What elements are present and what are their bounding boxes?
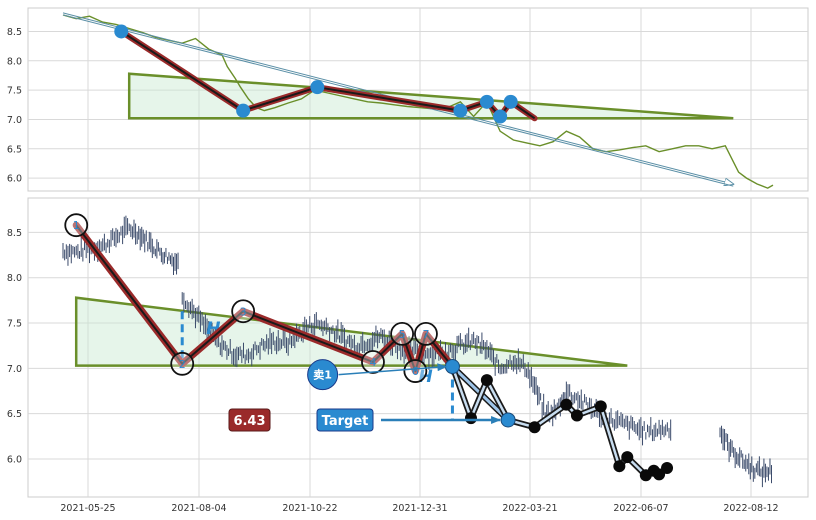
pivot-label-7: 7 bbox=[422, 328, 429, 341]
post-breakout-point bbox=[560, 398, 573, 411]
target-label: Target bbox=[322, 414, 369, 429]
post-breakout-point bbox=[480, 374, 493, 387]
post-breakout-point bbox=[464, 412, 477, 425]
signal-badge bbox=[307, 359, 339, 391]
y-tick-label: 7.0 bbox=[7, 115, 22, 126]
target-price-badge bbox=[228, 408, 271, 432]
target-badge bbox=[316, 408, 374, 432]
target-point bbox=[500, 412, 516, 428]
pivot-label-2: 2 bbox=[179, 358, 186, 371]
y-tick-label: 6.5 bbox=[7, 409, 22, 420]
pivot-label-1: 1 bbox=[73, 219, 80, 232]
pivot-point bbox=[503, 94, 518, 109]
pivot-label-5: 5 bbox=[399, 328, 406, 341]
y-tick-label: 6.5 bbox=[7, 144, 22, 155]
y-tick-label: 6.0 bbox=[7, 454, 22, 465]
x-tick-label: 2021-12-31 bbox=[392, 503, 447, 514]
pivot-circle-4 bbox=[361, 350, 385, 374]
pivot-circle-6 bbox=[403, 359, 428, 383]
pivot-point bbox=[493, 109, 508, 124]
pivot-point bbox=[310, 80, 325, 95]
pivot-point bbox=[236, 103, 251, 118]
y-tick-label: 8.5 bbox=[7, 228, 22, 239]
signal-arrow bbox=[338, 363, 448, 376]
y-tick-label: 6.0 bbox=[7, 174, 22, 185]
x-tick-label: 2022-06-07 bbox=[613, 503, 668, 514]
pivot-circle-5 bbox=[390, 322, 415, 346]
y-tick-label: 8.0 bbox=[7, 56, 22, 67]
x-tick-label: 2021-05-25 bbox=[60, 503, 115, 514]
x-tick-label: 2022-08-12 bbox=[723, 503, 778, 514]
overview-panel: 6.0 6.5 7.0 7.5 8.0 8.5 bbox=[7, 7, 809, 192]
post-breakout-point bbox=[621, 451, 634, 464]
y-tick-label: 8.0 bbox=[7, 273, 22, 284]
post-breakout-point bbox=[528, 421, 541, 434]
pivot-label-3: 3 bbox=[240, 305, 247, 318]
x-tick-label: 2022-03-21 bbox=[502, 503, 557, 514]
y-tick-label: 7.5 bbox=[7, 86, 22, 97]
triangle-pattern bbox=[74, 296, 628, 367]
x-tick-label: 2021-10-22 bbox=[282, 503, 337, 514]
triangle-pattern bbox=[127, 72, 734, 120]
y-tick-label: 7.5 bbox=[7, 319, 22, 330]
zigzag-line bbox=[75, 224, 454, 373]
post-breakout-point bbox=[661, 462, 674, 475]
pivot-label-6: 6 bbox=[412, 365, 419, 378]
pivot-circle-7 bbox=[414, 322, 438, 346]
pivot-circle-3 bbox=[231, 299, 256, 324]
pivot-label-4: 4 bbox=[369, 356, 376, 369]
post-breakout-point bbox=[594, 400, 607, 413]
post-breakout-point bbox=[570, 409, 583, 422]
pivot-circle-2 bbox=[170, 351, 195, 376]
main-panel: 6.0 6.5 7.0 7.5 8.0 8.5 2021-05-25 2021-08-04 20… bbox=[7, 197, 809, 514]
post-breakout-point bbox=[613, 460, 626, 473]
price-line bbox=[62, 14, 774, 189]
pivot-point bbox=[479, 94, 494, 109]
pivot-circle-1 bbox=[64, 213, 89, 238]
pivot-point bbox=[453, 103, 468, 118]
pivot-point bbox=[114, 24, 129, 39]
signal-label: 卖1 bbox=[313, 368, 332, 382]
x-tick-label: 2021-08-04 bbox=[171, 503, 226, 514]
y-tick-label: 8.5 bbox=[7, 27, 22, 38]
breakout-point bbox=[444, 359, 460, 375]
target-price-label: 6.43 bbox=[233, 414, 265, 429]
y-tick-label: 7.0 bbox=[7, 364, 22, 375]
